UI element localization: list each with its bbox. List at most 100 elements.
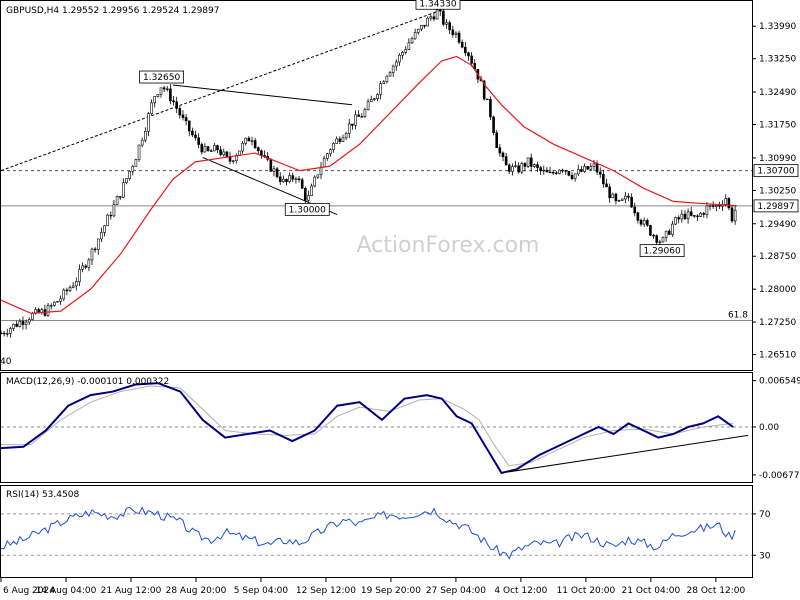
candle-body: [109, 214, 113, 217]
candle-body: [624, 195, 627, 200]
macd-tick-label: 0.006549: [759, 377, 800, 387]
candle-body: [307, 195, 310, 201]
candle-body: [680, 213, 684, 220]
candle-body: [46, 305, 50, 316]
candle-body: [420, 24, 423, 30]
candle-body: [369, 99, 373, 103]
price-candles: [0, 5, 737, 338]
candle-body: [533, 164, 536, 167]
candle-body: [2, 332, 6, 335]
candle-body: [206, 146, 210, 152]
candle-body: [702, 213, 706, 215]
candle-body: [646, 220, 649, 226]
candle-body: [438, 9, 442, 12]
candle-body: [689, 211, 693, 216]
macd-indicator: 0.006549 0.00 -0.006778: [0, 377, 800, 481]
candle-body: [715, 205, 718, 207]
candle-body: [363, 109, 367, 117]
candle-body: [630, 196, 633, 208]
candle-body: [633, 206, 637, 214]
candle-body: [9, 328, 12, 334]
right-price-tag: [753, 199, 799, 213]
macd-line: [0, 382, 734, 475]
candle-body: [325, 153, 329, 159]
candle-body: [545, 169, 549, 173]
candle-body: [674, 217, 677, 225]
rsi-panel-frame: [0, 485, 753, 578]
trendline: [0, 10, 439, 172]
candle-body: [561, 169, 564, 172]
left-edge-label: 40: [0, 357, 12, 367]
candle-body: [542, 169, 546, 172]
candle-body: [388, 72, 392, 77]
candle-body: [278, 176, 282, 182]
candle-body: [187, 120, 191, 132]
macd-panel-frame: [0, 372, 753, 483]
right-price-tag: [753, 164, 799, 178]
candle-body: [661, 237, 665, 243]
candle-body: [573, 173, 577, 179]
y-tick-label: 1.30250: [759, 186, 796, 196]
candle-body: [319, 166, 323, 176]
y-tick-label: 1.33990: [759, 22, 796, 32]
candle-body: [539, 167, 542, 172]
candle-body: [501, 152, 505, 157]
candle-body: [564, 170, 568, 172]
candle-body: [65, 289, 69, 292]
candle-body: [360, 116, 364, 118]
candle-body: [103, 225, 106, 233]
candle-body: [194, 134, 197, 139]
candle-body: [410, 38, 414, 44]
candle-body: [288, 175, 291, 182]
candle-body: [93, 248, 97, 251]
y-tick-label: 1.31750: [759, 121, 796, 131]
candle-body: [115, 196, 119, 205]
candle-body: [485, 98, 489, 101]
candle-body: [379, 83, 382, 95]
price-label: 1.32650: [143, 73, 180, 83]
macd-tick-label: -0.006778: [759, 471, 800, 481]
candle-body: [511, 166, 514, 172]
price-label: 1.30000: [289, 205, 326, 215]
candle-body: [59, 298, 62, 302]
candle-body: [203, 146, 207, 153]
candle-body: [460, 41, 464, 48]
candle-body: [12, 323, 15, 329]
candle-body: [329, 149, 332, 155]
candle-body: [718, 205, 721, 207]
x-tick-label: 14 Aug 04:00: [36, 586, 97, 596]
candle-body: [435, 9, 439, 20]
y-tick-label: 1.28000: [759, 285, 796, 295]
candle-body: [385, 75, 389, 83]
candle-body: [156, 94, 160, 97]
candle-body: [705, 205, 709, 215]
candle-body: [551, 171, 555, 174]
candle-body: [347, 123, 351, 134]
candle-body: [457, 32, 461, 43]
candle-body: [602, 174, 605, 185]
price-label-box: [284, 202, 330, 216]
moving-average-line: [0, 55, 737, 314]
candle-body: [724, 198, 728, 205]
candle-body: [404, 49, 408, 53]
macd-title: MACD(12,26,9) -0.000101 0.000322: [6, 377, 169, 387]
candle-body: [576, 169, 580, 175]
candle-body: [683, 213, 687, 219]
candle-body: [5, 333, 9, 335]
candle-body: [18, 321, 22, 327]
macd-signal-line: [1, 385, 734, 467]
y-tick-label: 1.32490: [759, 88, 796, 98]
candle-body: [128, 170, 131, 179]
rsi-title: RSI(14) 53.4508: [6, 490, 79, 500]
candle-body: [332, 143, 335, 150]
candle-body: [169, 88, 172, 102]
macd-tick-label: 0.00: [759, 423, 779, 433]
candle-body: [144, 131, 147, 141]
candle-body: [15, 323, 18, 327]
candle-body: [291, 175, 295, 180]
candle-body: [413, 32, 417, 40]
right-price-tag-label: 1.30700: [757, 167, 794, 177]
candle-body: [191, 130, 194, 136]
y-tick-label: 1.28750: [759, 252, 796, 262]
moving-average: [0, 55, 737, 314]
